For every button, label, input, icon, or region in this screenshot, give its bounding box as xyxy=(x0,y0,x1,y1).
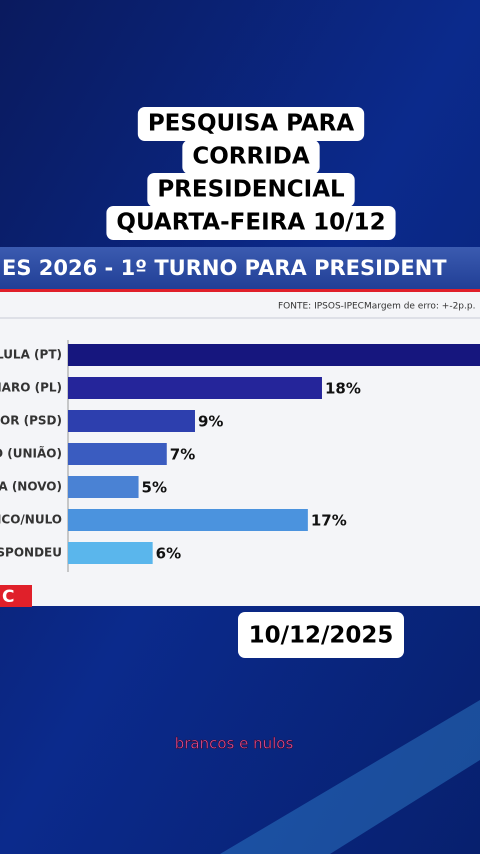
date-box xyxy=(238,612,404,658)
light-streak xyxy=(220,700,480,854)
chart-title: ES 2026 - 1º TURNO PARA PRESIDENT xyxy=(2,256,447,280)
bar xyxy=(68,410,195,432)
value-label: 6% xyxy=(156,545,181,563)
title-line: QUARTA-FEIRA 10/12 xyxy=(116,210,385,236)
overlay-title: PESQUISA PARA CORRIDA PRESIDENCIAL QUARTA-F… xyxy=(106,107,396,240)
caption: brancos e nulos xyxy=(175,735,294,753)
title-line-box xyxy=(137,107,365,141)
title-line-box xyxy=(106,206,396,240)
bar xyxy=(68,542,153,564)
category-label: RESPONDEU xyxy=(0,546,62,560)
value-label: 7% xyxy=(170,446,195,464)
tag-box xyxy=(0,585,32,607)
title-line-box xyxy=(182,140,320,174)
value-label: 5% xyxy=(142,479,167,497)
category-label: DO (UNIÃO) xyxy=(0,446,62,461)
chart-header xyxy=(0,247,480,289)
category-label: LULA (PT) xyxy=(0,348,62,362)
note: Margem de erro: +-2p.p. xyxy=(364,302,475,312)
date: 10/12/2025 xyxy=(249,623,394,649)
category-label: NIOR (PSD) xyxy=(0,414,62,428)
source: FONTE: IPSOS-IPEC xyxy=(278,302,364,312)
tag: C xyxy=(2,587,14,607)
title-line: PRESIDENCIAL xyxy=(157,177,345,203)
value-label: 18% xyxy=(325,380,361,398)
value-label: 9% xyxy=(198,413,223,431)
category-label: RANCO/NULO xyxy=(0,513,62,527)
value-label: 17% xyxy=(311,512,347,530)
header-rule xyxy=(0,289,480,292)
bar xyxy=(68,476,139,498)
title-line-box xyxy=(147,173,355,207)
title-line: CORRIDA xyxy=(192,144,310,170)
bar xyxy=(68,443,167,465)
category-label: EMA (NOVO) xyxy=(0,480,62,494)
title-line: PESQUISA PARA xyxy=(148,111,355,137)
bar xyxy=(68,344,480,366)
bar xyxy=(68,377,322,399)
category-label: ONARO (PL) xyxy=(0,381,62,395)
bar xyxy=(68,509,308,531)
